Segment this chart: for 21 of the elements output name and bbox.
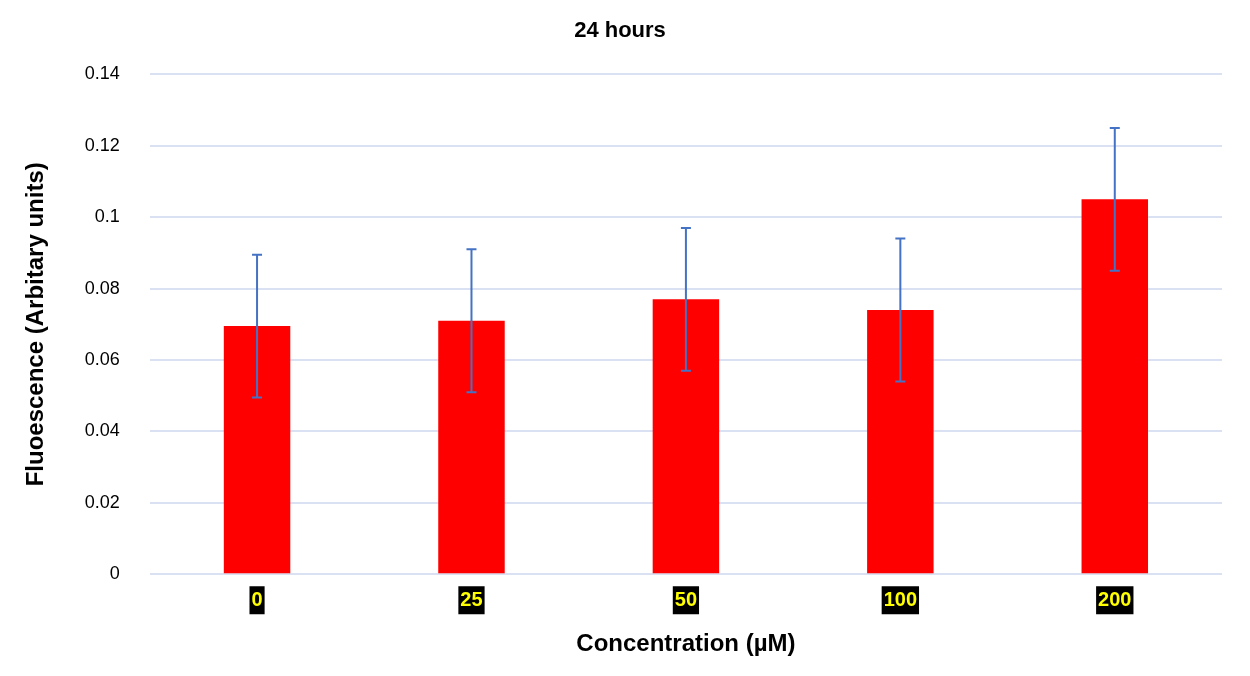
bar bbox=[223, 326, 291, 574]
bar bbox=[438, 320, 505, 574]
y-tick-label: 0 bbox=[109, 563, 120, 584]
x-tick-label: 200 bbox=[1098, 587, 1132, 610]
y-tick-label: 0.1 bbox=[94, 206, 120, 227]
bar bbox=[867, 310, 934, 574]
bar bbox=[1081, 199, 1149, 574]
x-tick-label: 0 bbox=[251, 587, 263, 610]
y-tick-label: 0.14 bbox=[84, 63, 120, 84]
y-tick-label: 0.06 bbox=[84, 348, 120, 369]
x-axis-title: Concentration (µM) bbox=[576, 629, 796, 657]
chart-title: 24 hours bbox=[574, 17, 666, 43]
y-tick-label: 0.12 bbox=[84, 134, 120, 155]
y-tick-label: 0.08 bbox=[84, 277, 120, 298]
y-tick-label: 0.02 bbox=[84, 491, 120, 512]
x-tick-label: 50 bbox=[674, 587, 698, 610]
bar bbox=[652, 299, 720, 574]
x-tick-label: 25 bbox=[460, 587, 483, 610]
x-tick-label: 100 bbox=[883, 587, 918, 610]
y-axis-title: Fluoescence (Arbitary units) bbox=[21, 162, 49, 487]
y-tick-label: 0.04 bbox=[84, 420, 120, 441]
